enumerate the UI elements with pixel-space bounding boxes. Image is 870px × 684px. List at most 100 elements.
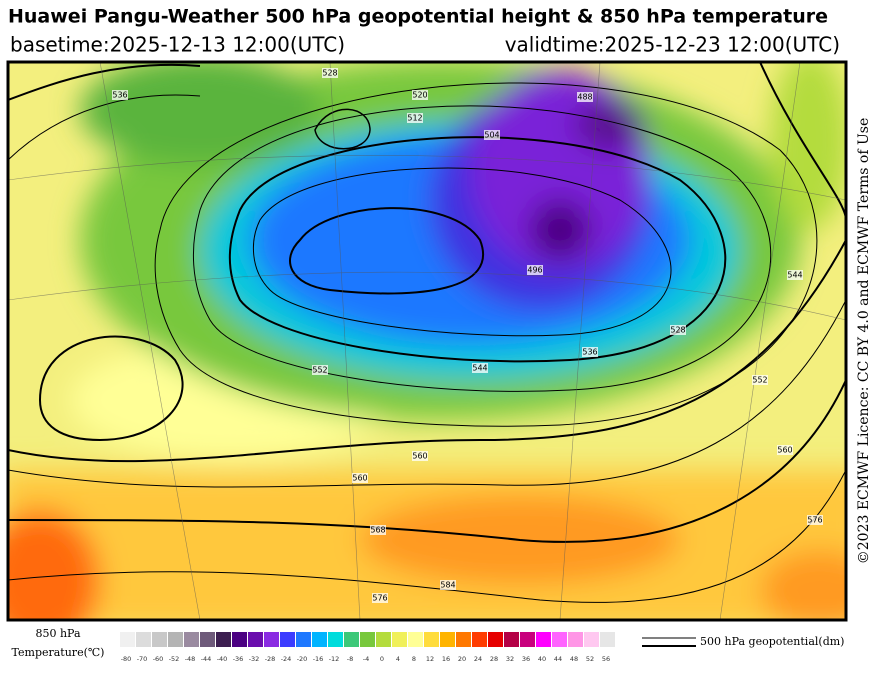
contour-label-bg bbox=[322, 68, 338, 78]
contour-label: 488 bbox=[577, 93, 592, 102]
colorbar-swatch bbox=[456, 632, 471, 647]
contour-label: 552 bbox=[312, 366, 327, 375]
colorbar-swatch bbox=[376, 632, 391, 647]
map: 536 528 520 512 504 496 488 528 536 544 552 560 560 5… bbox=[8, 62, 846, 620]
colorbar-tick-label: 52 bbox=[586, 655, 594, 663]
colorbar-swatch bbox=[312, 632, 327, 647]
temperature-field bbox=[8, 62, 846, 620]
colorbar-swatch bbox=[168, 632, 183, 647]
title: Huawei Pangu-Weather 500 hPa geopotentia… bbox=[8, 6, 828, 28]
colorbar-tick-label: 28 bbox=[490, 655, 498, 663]
contour-label: 544 bbox=[787, 271, 802, 280]
colorbar-tick-label: -70 bbox=[137, 655, 148, 663]
colorbar-tick-label: -32 bbox=[249, 655, 260, 663]
basetime: basetime:2025-12-13 12:00(UTC) bbox=[10, 33, 345, 57]
contour-label-bg bbox=[412, 90, 428, 100]
colorbar-swatch bbox=[344, 632, 359, 647]
colorbar-tick-label: -40 bbox=[217, 655, 228, 663]
colorbar-tick-label: 48 bbox=[570, 655, 578, 663]
colorbar-swatch bbox=[520, 632, 535, 647]
contour-label: 568 bbox=[370, 526, 385, 535]
contour-label: 560 bbox=[412, 452, 427, 461]
colorbar-swatch bbox=[296, 632, 311, 647]
colorbar-swatch bbox=[392, 632, 407, 647]
coastlines-grid bbox=[8, 62, 846, 620]
contour-label: 512 bbox=[407, 114, 422, 123]
colorbar-swatch bbox=[136, 632, 151, 647]
contour-label: 576 bbox=[807, 516, 822, 525]
map-frame bbox=[6, 60, 848, 622]
contour-label: 560 bbox=[777, 446, 792, 455]
colorbar-swatch bbox=[504, 632, 519, 647]
contour-label: 576 bbox=[372, 594, 387, 603]
colorbar-tick-label: -16 bbox=[313, 655, 324, 663]
colorbar-tick-label: 36 bbox=[522, 655, 530, 663]
legend-title: Temperature(℃) bbox=[12, 646, 105, 659]
colorbar-swatch bbox=[568, 632, 583, 647]
contour-label: 528 bbox=[322, 69, 337, 78]
contour-label: 544 bbox=[472, 364, 487, 373]
validtime: validtime:2025-12-23 12:00(UTC) bbox=[505, 33, 840, 57]
contour-label-bg bbox=[112, 90, 128, 100]
colorbar-swatch bbox=[120, 632, 135, 647]
contour-label-bg bbox=[577, 92, 593, 102]
contour-label-bg bbox=[352, 473, 368, 483]
colorbar-tick-label: 0 bbox=[380, 655, 384, 663]
colorbar-swatch bbox=[328, 632, 343, 647]
colorbar-tick-label: -52 bbox=[169, 655, 180, 663]
colorbar-tick-label: 32 bbox=[506, 655, 514, 663]
contour-label: 496 bbox=[527, 266, 542, 275]
colorbar-tick-label: -28 bbox=[265, 655, 276, 663]
contour-label-bg bbox=[527, 265, 543, 275]
colorbar-tick-label: -36 bbox=[233, 655, 244, 663]
colorbar-swatch bbox=[536, 632, 551, 647]
colorbar-tick-label: -20 bbox=[297, 655, 308, 663]
contour-label: 536 bbox=[582, 348, 597, 357]
colorbar-swatch bbox=[472, 632, 487, 647]
contour-label: 584 bbox=[440, 581, 455, 590]
contour-label-bg bbox=[752, 375, 768, 385]
contour-label-bg bbox=[807, 515, 823, 525]
contour-label: 504 bbox=[484, 131, 499, 140]
contour-label: 528 bbox=[670, 326, 685, 335]
contour-label-bg bbox=[777, 445, 793, 455]
legend-title: 850 hPa bbox=[35, 627, 80, 640]
colorbar-swatch bbox=[184, 632, 199, 647]
contour-label-bg bbox=[407, 113, 423, 123]
colorbar-tick-label: 44 bbox=[554, 655, 562, 663]
colorbar-tick-label: -12 bbox=[329, 655, 340, 663]
colorbar-tick-label: 4 bbox=[396, 655, 400, 663]
colorbar-tick-label: 16 bbox=[442, 655, 450, 663]
colorbar-swatch bbox=[200, 632, 215, 647]
colorbar-swatch bbox=[360, 632, 375, 647]
colorbar-swatch bbox=[152, 632, 167, 647]
colorbar-tick-label: -24 bbox=[281, 655, 292, 663]
contour-label: 536 bbox=[112, 91, 127, 100]
contour-label: 560 bbox=[352, 474, 367, 483]
colorbar-swatch bbox=[600, 632, 615, 647]
colorbar-tick-label: -4 bbox=[363, 655, 369, 663]
contour-label-bg bbox=[484, 130, 500, 140]
colorbar-tick-label: 12 bbox=[426, 655, 434, 663]
contour-label: 520 bbox=[412, 91, 427, 100]
colorbar-swatch bbox=[488, 632, 503, 647]
license-text: ©2023 ECMWF Licence: CC BY 4.0 and ECMWF… bbox=[856, 118, 870, 565]
contour-label-bg bbox=[370, 525, 386, 535]
colorbar-tick-label: 24 bbox=[474, 655, 482, 663]
colorbar-swatch bbox=[584, 632, 599, 647]
contour-label-bg bbox=[372, 593, 388, 603]
colorbar-tick-label: -80 bbox=[121, 655, 132, 663]
contour-label-bg bbox=[670, 325, 686, 335]
contour-label-bg bbox=[787, 270, 803, 280]
colorbar-swatch bbox=[424, 632, 439, 647]
contour-label-bg bbox=[582, 347, 598, 357]
contour-label-bg bbox=[312, 365, 328, 375]
colorbar-tick-label: -44 bbox=[201, 655, 212, 663]
contour-label: 552 bbox=[752, 376, 767, 385]
colorbar: -80 -70 -60 -52 -48 -44 -40 -36 -32 -28 -24 -20 -16-… bbox=[120, 632, 615, 663]
colorbar-swatch bbox=[216, 632, 231, 647]
line-legend-label: 500 hPa geopotential(dm) bbox=[700, 635, 844, 648]
colorbar-tick-label: -60 bbox=[153, 655, 164, 663]
